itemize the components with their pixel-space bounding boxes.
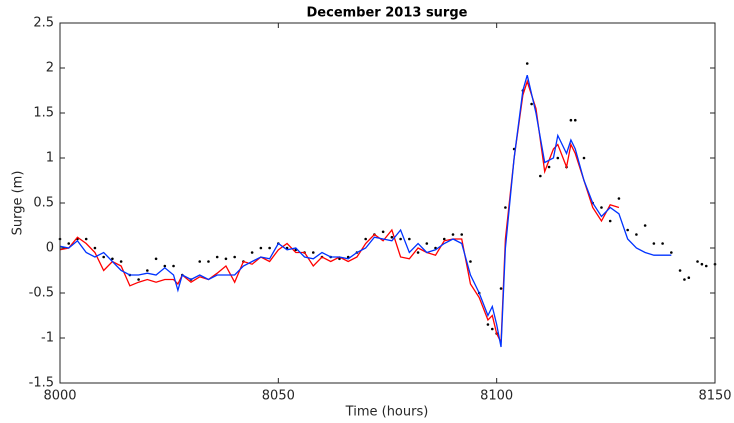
x-tick-label: 8000 <box>43 389 76 404</box>
y-tick-label: 2 <box>46 61 54 76</box>
plot-area <box>60 23 715 383</box>
x-axis-label: Time (hours) <box>345 405 429 420</box>
data-point <box>499 287 503 290</box>
data-point <box>268 246 271 250</box>
data-point <box>102 255 105 259</box>
data-point <box>696 260 699 263</box>
y-tick-label: 1.5 <box>33 106 54 121</box>
data-point <box>198 260 202 263</box>
data-point <box>451 233 455 236</box>
data-point <box>670 251 673 254</box>
data-point <box>486 323 490 326</box>
y-tick-label: 0 <box>46 241 54 256</box>
data-point <box>573 118 577 122</box>
axes-box <box>59 22 716 384</box>
data-point <box>700 262 704 266</box>
data-point <box>111 257 114 261</box>
data-point <box>425 242 429 245</box>
data-point <box>600 206 603 209</box>
data-point <box>311 251 315 254</box>
x-tick-label: 8150 <box>698 389 731 404</box>
data-point <box>364 237 367 241</box>
data-point <box>661 242 664 245</box>
data-point <box>530 102 533 106</box>
data-point <box>504 206 507 209</box>
data-point <box>442 237 446 241</box>
data-point <box>704 264 708 268</box>
data-point <box>683 278 686 281</box>
data-point <box>381 230 385 234</box>
data-point <box>408 237 411 241</box>
data-point <box>678 269 682 272</box>
data-point <box>556 156 560 160</box>
data-point <box>626 228 629 232</box>
data-point <box>67 242 71 245</box>
data-point <box>146 269 149 272</box>
data-point <box>172 264 175 268</box>
data-point <box>399 237 402 241</box>
chart-title: December 2013 surge <box>307 6 468 21</box>
data-point <box>137 278 140 281</box>
data-point <box>460 233 464 236</box>
x-tick-label: 8100 <box>480 389 513 404</box>
x-tick-label: 8050 <box>262 389 295 404</box>
y-tick-label: -0.5 <box>29 286 54 301</box>
data-point <box>84 237 88 241</box>
data-point <box>207 260 210 263</box>
y-axis-label: Surge (m) <box>11 171 26 236</box>
data-point <box>525 62 529 65</box>
data-point <box>582 156 586 160</box>
data-point <box>547 165 551 169</box>
data-point <box>233 255 236 259</box>
y-tick-label: -1 <box>41 331 54 346</box>
data-point <box>119 260 123 263</box>
data-point <box>569 118 573 122</box>
data-point <box>390 235 394 239</box>
data-point <box>617 197 621 200</box>
data-point <box>416 251 420 254</box>
data-point <box>539 174 542 178</box>
y-tick-label: 1 <box>46 151 54 166</box>
data-point <box>687 276 691 280</box>
y-tick-label: 2.5 <box>33 16 54 31</box>
data-point <box>469 260 472 263</box>
data-point <box>491 327 494 331</box>
data-point <box>338 257 341 261</box>
data-point <box>608 219 612 223</box>
data-point <box>93 246 97 250</box>
y-tick-label: 0.5 <box>33 196 54 211</box>
data-point <box>652 242 656 245</box>
data-point <box>635 233 638 236</box>
data-point <box>224 257 228 261</box>
y-tick-label: -1.5 <box>29 376 54 391</box>
data-point <box>250 251 254 254</box>
data-point <box>215 255 219 259</box>
data-point <box>163 264 167 268</box>
data-point <box>154 257 158 261</box>
data-point <box>643 224 647 227</box>
data-line <box>60 75 672 348</box>
data-point <box>259 246 263 250</box>
